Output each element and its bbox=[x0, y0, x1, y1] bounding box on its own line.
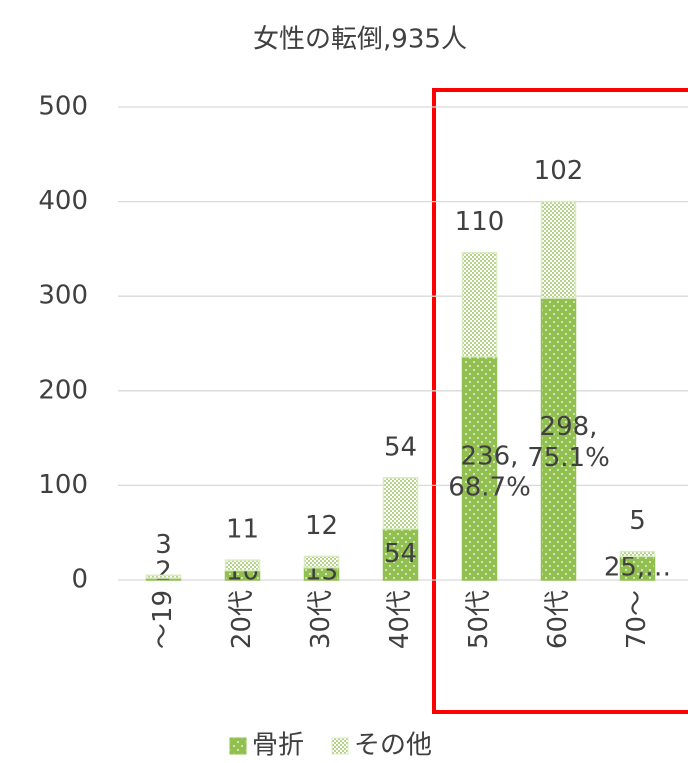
x-tick-label: 70～ bbox=[622, 590, 652, 649]
data-label: 54 bbox=[384, 539, 417, 569]
bar-segment bbox=[540, 200, 577, 299]
data-label: 102 bbox=[534, 156, 584, 186]
y-tick-label: 100 bbox=[38, 470, 88, 500]
data-label: 54 bbox=[384, 432, 417, 462]
data-label: 25,… bbox=[604, 553, 671, 583]
bar-segment bbox=[303, 555, 340, 569]
data-label: 110 bbox=[455, 207, 505, 237]
legend-label: その他 bbox=[354, 731, 432, 761]
data-label: 11 bbox=[226, 515, 259, 545]
data-label: 2 bbox=[155, 557, 172, 587]
y-tick-label: 0 bbox=[71, 565, 88, 595]
chart-title: 女性の転倒,935人 bbox=[253, 25, 467, 55]
highlight-box bbox=[432, 88, 688, 714]
x-tick-label: ～19 bbox=[148, 590, 178, 649]
y-tick-label: 300 bbox=[38, 281, 88, 311]
bar-segment bbox=[461, 251, 498, 358]
x-tick-label: 50代 bbox=[464, 590, 494, 649]
x-tick-label: 30代 bbox=[306, 590, 336, 649]
y-tick-label: 200 bbox=[38, 375, 88, 405]
data-label: 12 bbox=[305, 511, 338, 541]
bar-segment bbox=[461, 355, 498, 581]
legend-swatch bbox=[229, 737, 247, 755]
bar-segment bbox=[145, 574, 182, 579]
y-tick-label: 500 bbox=[38, 92, 88, 122]
data-label: 5 bbox=[629, 506, 646, 536]
bar-segment bbox=[224, 559, 261, 572]
bar-segment bbox=[540, 297, 577, 581]
x-tick-label: 60代 bbox=[543, 590, 573, 649]
legend-swatch bbox=[331, 737, 349, 755]
data-label: 236, 68.7% bbox=[448, 441, 531, 502]
x-tick-label: 40代 bbox=[385, 590, 415, 649]
x-tick-label: 20代 bbox=[227, 590, 257, 649]
bar-segment bbox=[382, 477, 419, 530]
bar-segment bbox=[619, 550, 656, 558]
data-label: 298, 75.1% bbox=[527, 412, 610, 473]
y-tick-label: 400 bbox=[38, 186, 88, 216]
data-label: 3 bbox=[155, 530, 172, 560]
legend-label: 骨折 bbox=[252, 731, 304, 761]
